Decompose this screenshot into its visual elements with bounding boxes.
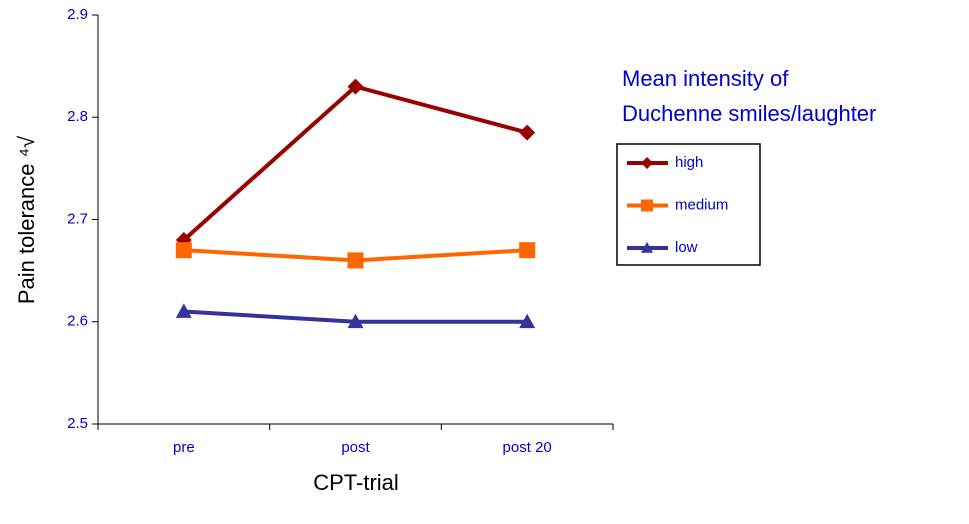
y-axis-label: Pain tolerance ⁴√ (14, 135, 39, 304)
marker (347, 252, 364, 269)
legend-box (616, 143, 761, 266)
y-tick-label: 2.5 (67, 415, 88, 432)
marker (519, 313, 536, 329)
legend-label: medium (675, 196, 728, 213)
marker (519, 242, 536, 259)
marker (175, 242, 192, 259)
y-tick-label: 2.6 (67, 313, 88, 330)
y-tick-label: 2.9 (67, 6, 88, 23)
legend-label: low (675, 239, 698, 256)
y-tick-label: 2.7 (67, 210, 88, 227)
legend-marker (641, 199, 653, 212)
x-tick-label: pre (173, 439, 195, 456)
marker (519, 124, 536, 141)
marker (175, 303, 192, 318)
x-axis-label: CPT-trial (313, 470, 399, 495)
x-tick-label: post (341, 439, 370, 456)
legend-marker (641, 242, 653, 253)
legend-label: high (675, 154, 703, 171)
legend-title: Mean intensity of (622, 66, 789, 91)
y-tick-label: 2.8 (67, 108, 88, 125)
marker (347, 313, 364, 329)
legend-marker (641, 157, 653, 169)
legend-title: Duchenne smiles/laughter (622, 101, 876, 126)
legend: high medium low (616, 143, 761, 266)
marker (347, 78, 364, 95)
x-tick-label: post 20 (503, 439, 552, 456)
series-line (182, 84, 528, 242)
